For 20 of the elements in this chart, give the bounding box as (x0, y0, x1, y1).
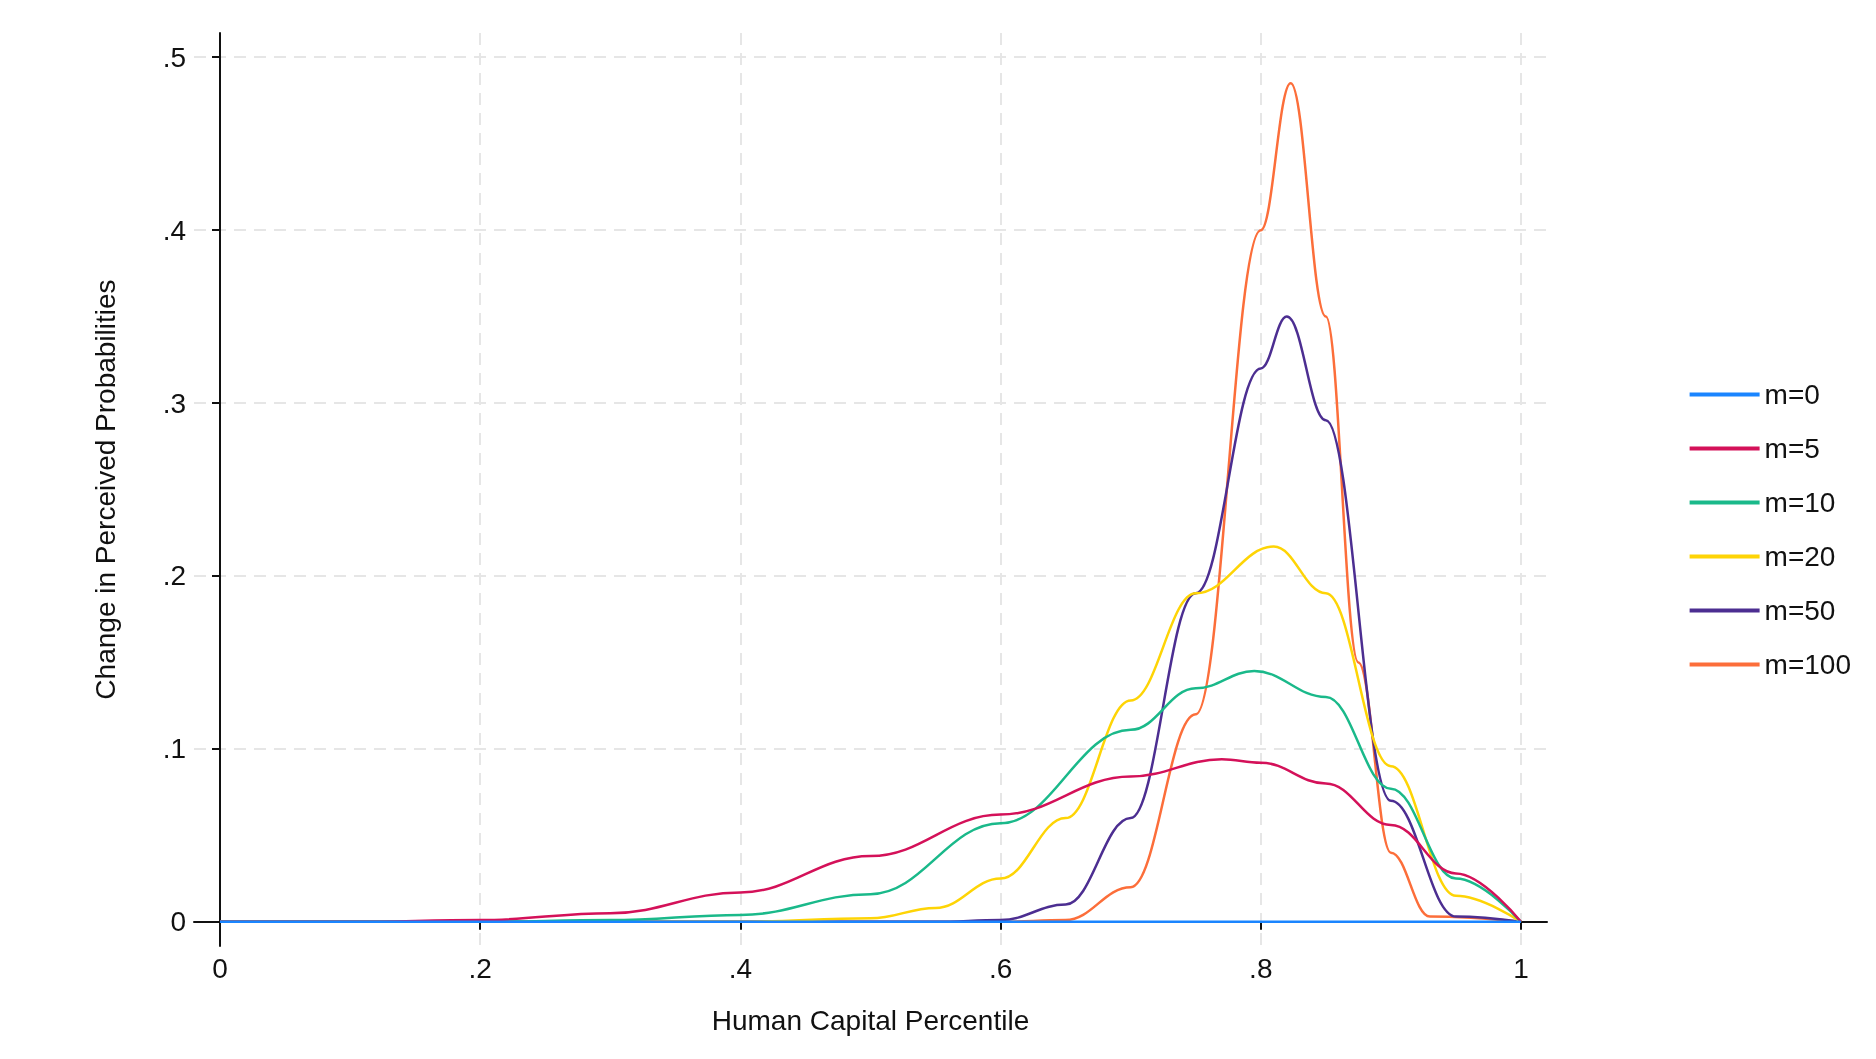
y-tick-label: .5 (162, 41, 186, 73)
y-tick-label: .3 (162, 387, 186, 419)
legend-label: m=0 (1764, 379, 1820, 410)
y-tick-label: .1 (162, 733, 186, 765)
x-tick-label: .2 (468, 952, 492, 984)
y-tick-label: .2 (162, 560, 186, 592)
y-axis-title: Change in Perceived Probabilities (89, 279, 121, 700)
x-tick-label: .6 (988, 952, 1013, 984)
y-tick-label: .4 (162, 214, 186, 246)
legend-label: m=100 (1764, 649, 1852, 680)
x-tick-label: .8 (1249, 952, 1273, 984)
y-tick-label: 0 (170, 906, 186, 938)
legend-label: m=10 (1764, 487, 1836, 518)
legend-label: m=20 (1764, 541, 1836, 572)
legend-label: m=50 (1764, 595, 1836, 626)
x-tick-label: 0 (212, 952, 228, 984)
x-axis-title: Human Capital Percentile (711, 1004, 1030, 1036)
x-tick-label: 1 (1513, 952, 1529, 984)
legend-label: m=5 (1764, 433, 1820, 464)
x-tick-label: .4 (728, 952, 753, 984)
